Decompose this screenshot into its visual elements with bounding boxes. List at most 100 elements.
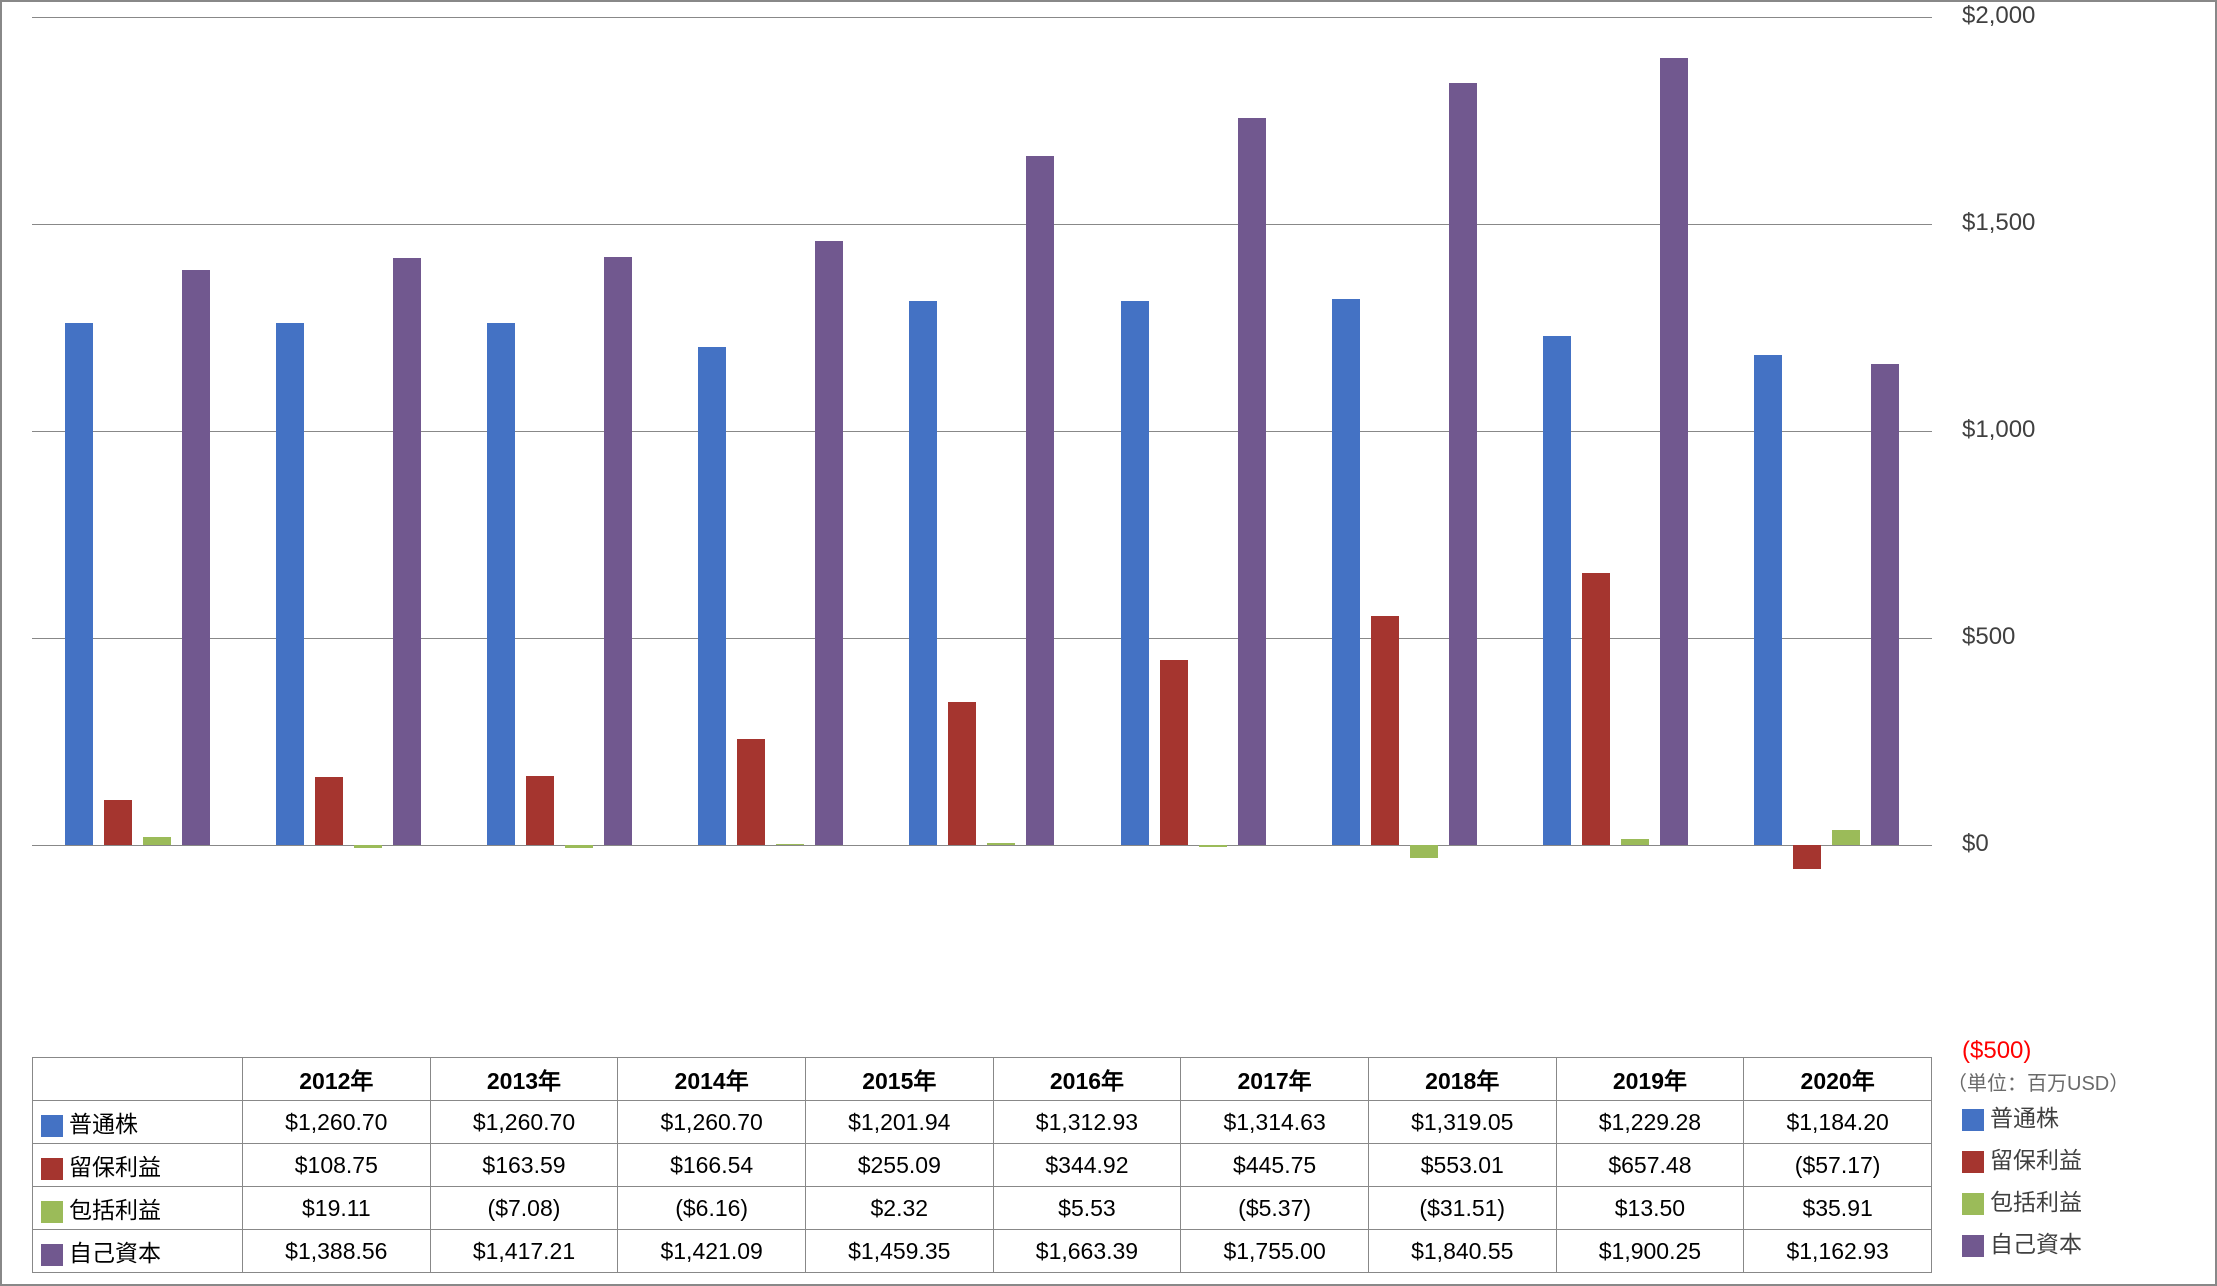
bar (776, 844, 804, 845)
table-cell: $1,319.05 (1368, 1101, 1556, 1144)
bar (698, 347, 726, 845)
table-cell: ($31.51) (1368, 1187, 1556, 1230)
table-col-header: 2014年 (618, 1058, 806, 1101)
table-cell: $1,388.56 (243, 1230, 431, 1273)
bar (1332, 299, 1360, 845)
bar (354, 845, 382, 848)
bar (1449, 83, 1477, 845)
table-cell: $1,840.55 (1368, 1230, 1556, 1273)
table-cell: ($57.17) (1744, 1144, 1932, 1187)
bar (604, 257, 632, 845)
table-cell: ($5.37) (1181, 1187, 1369, 1230)
bar (948, 702, 976, 845)
bar (276, 323, 304, 845)
y-tick-label: $0 (1962, 830, 1989, 858)
table-cell: $1,459.35 (805, 1230, 993, 1273)
table-cell: $13.50 (1556, 1187, 1744, 1230)
table-cell: ($6.16) (618, 1187, 806, 1230)
row-label-text: 留保利益 (69, 1154, 161, 1180)
bar (1026, 156, 1054, 845)
year-group (1088, 17, 1299, 1052)
bar (1621, 839, 1649, 845)
table-cell: $344.92 (993, 1144, 1181, 1187)
legend-item: 自己資本 (1962, 1223, 2082, 1265)
table-col-header: 2017年 (1181, 1058, 1369, 1101)
bar (1871, 364, 1899, 845)
year-group (876, 17, 1087, 1052)
legend-swatch (1962, 1235, 1984, 1257)
bar (393, 258, 421, 845)
table-col-header: 2013年 (430, 1058, 618, 1101)
table-cell: $1,312.93 (993, 1101, 1181, 1144)
y-tick-label: $1,500 (1962, 209, 2035, 237)
table-row: 包括利益$19.11($7.08)($6.16)$2.32$5.53($5.37… (33, 1187, 1932, 1230)
year-group (1510, 17, 1721, 1052)
bar (1410, 845, 1438, 858)
year-group (32, 17, 243, 1052)
table-col-header: 2012年 (243, 1058, 431, 1101)
table-col-header: 2018年 (1368, 1058, 1556, 1101)
table-cell: $1,260.70 (430, 1101, 618, 1144)
bar (315, 777, 343, 845)
bar (1793, 845, 1821, 869)
bar (1121, 301, 1149, 845)
chart-container: $0$500$1,000$1,500$2,000($500) （単位：百万USD… (0, 0, 2217, 1286)
row-label: 普通株 (33, 1101, 243, 1144)
table-row: 留保利益$108.75$163.59$166.54$255.09$344.92$… (33, 1144, 1932, 1187)
table-cell: $1,314.63 (1181, 1101, 1369, 1144)
bar (526, 776, 554, 845)
table-cell: $19.11 (243, 1187, 431, 1230)
table-cell: ($7.08) (430, 1187, 618, 1230)
side-legend: 普通株留保利益包括利益自己資本 (1962, 1097, 2082, 1265)
y-tick-label: $2,000 (1962, 2, 2035, 30)
y-axis-labels: $0$500$1,000$1,500$2,000($500) (1962, 17, 2082, 1052)
row-label: 留保利益 (33, 1144, 243, 1187)
bar (104, 800, 132, 845)
legend-swatch (41, 1244, 63, 1266)
bar (65, 323, 93, 845)
legend-label: 包括利益 (1990, 1189, 2082, 1215)
bar (815, 241, 843, 845)
year-group (665, 17, 876, 1052)
bar (487, 323, 515, 845)
data-table: 2012年2013年2014年2015年2016年2017年2018年2019年… (32, 1057, 1932, 1273)
table-cell: $255.09 (805, 1144, 993, 1187)
table-cell: $1,663.39 (993, 1230, 1181, 1273)
table-cell: $166.54 (618, 1144, 806, 1187)
bar (1543, 336, 1571, 845)
bar (909, 301, 937, 845)
table-cell: $1,162.93 (1744, 1230, 1932, 1273)
year-group (1299, 17, 1510, 1052)
table-cell: $1,184.20 (1744, 1101, 1932, 1144)
bar (565, 845, 593, 848)
table-cell: $445.75 (1181, 1144, 1369, 1187)
unit-label: （単位：百万USD） (1947, 1067, 2129, 1096)
legend-label: 普通株 (1990, 1105, 2059, 1131)
bar (1238, 118, 1266, 845)
legend-swatch (1962, 1109, 1984, 1131)
legend-swatch (41, 1201, 63, 1223)
table-cell: $1,417.21 (430, 1230, 618, 1273)
legend-swatch (41, 1158, 63, 1180)
legend-item: 留保利益 (1962, 1139, 2082, 1181)
legend-item: 包括利益 (1962, 1181, 2082, 1223)
table-col-header: 2020年 (1744, 1058, 1932, 1101)
year-group (1721, 17, 1932, 1052)
table-corner (33, 1058, 243, 1101)
table-cell: $1,421.09 (618, 1230, 806, 1273)
table-cell: $5.53 (993, 1187, 1181, 1230)
bar (1754, 355, 1782, 845)
plot-area (32, 17, 1932, 1052)
table-col-header: 2019年 (1556, 1058, 1744, 1101)
table-cell: $1,900.25 (1556, 1230, 1744, 1273)
y-tick-label: $1,000 (1962, 416, 2035, 444)
bar (1660, 58, 1688, 845)
table-cell: $657.48 (1556, 1144, 1744, 1187)
legend-swatch (41, 1115, 63, 1137)
table-cell: $108.75 (243, 1144, 431, 1187)
bar (1160, 660, 1188, 845)
table-cell: $1,201.94 (805, 1101, 993, 1144)
bar (987, 843, 1015, 845)
table-col-header: 2015年 (805, 1058, 993, 1101)
bar (1582, 573, 1610, 845)
